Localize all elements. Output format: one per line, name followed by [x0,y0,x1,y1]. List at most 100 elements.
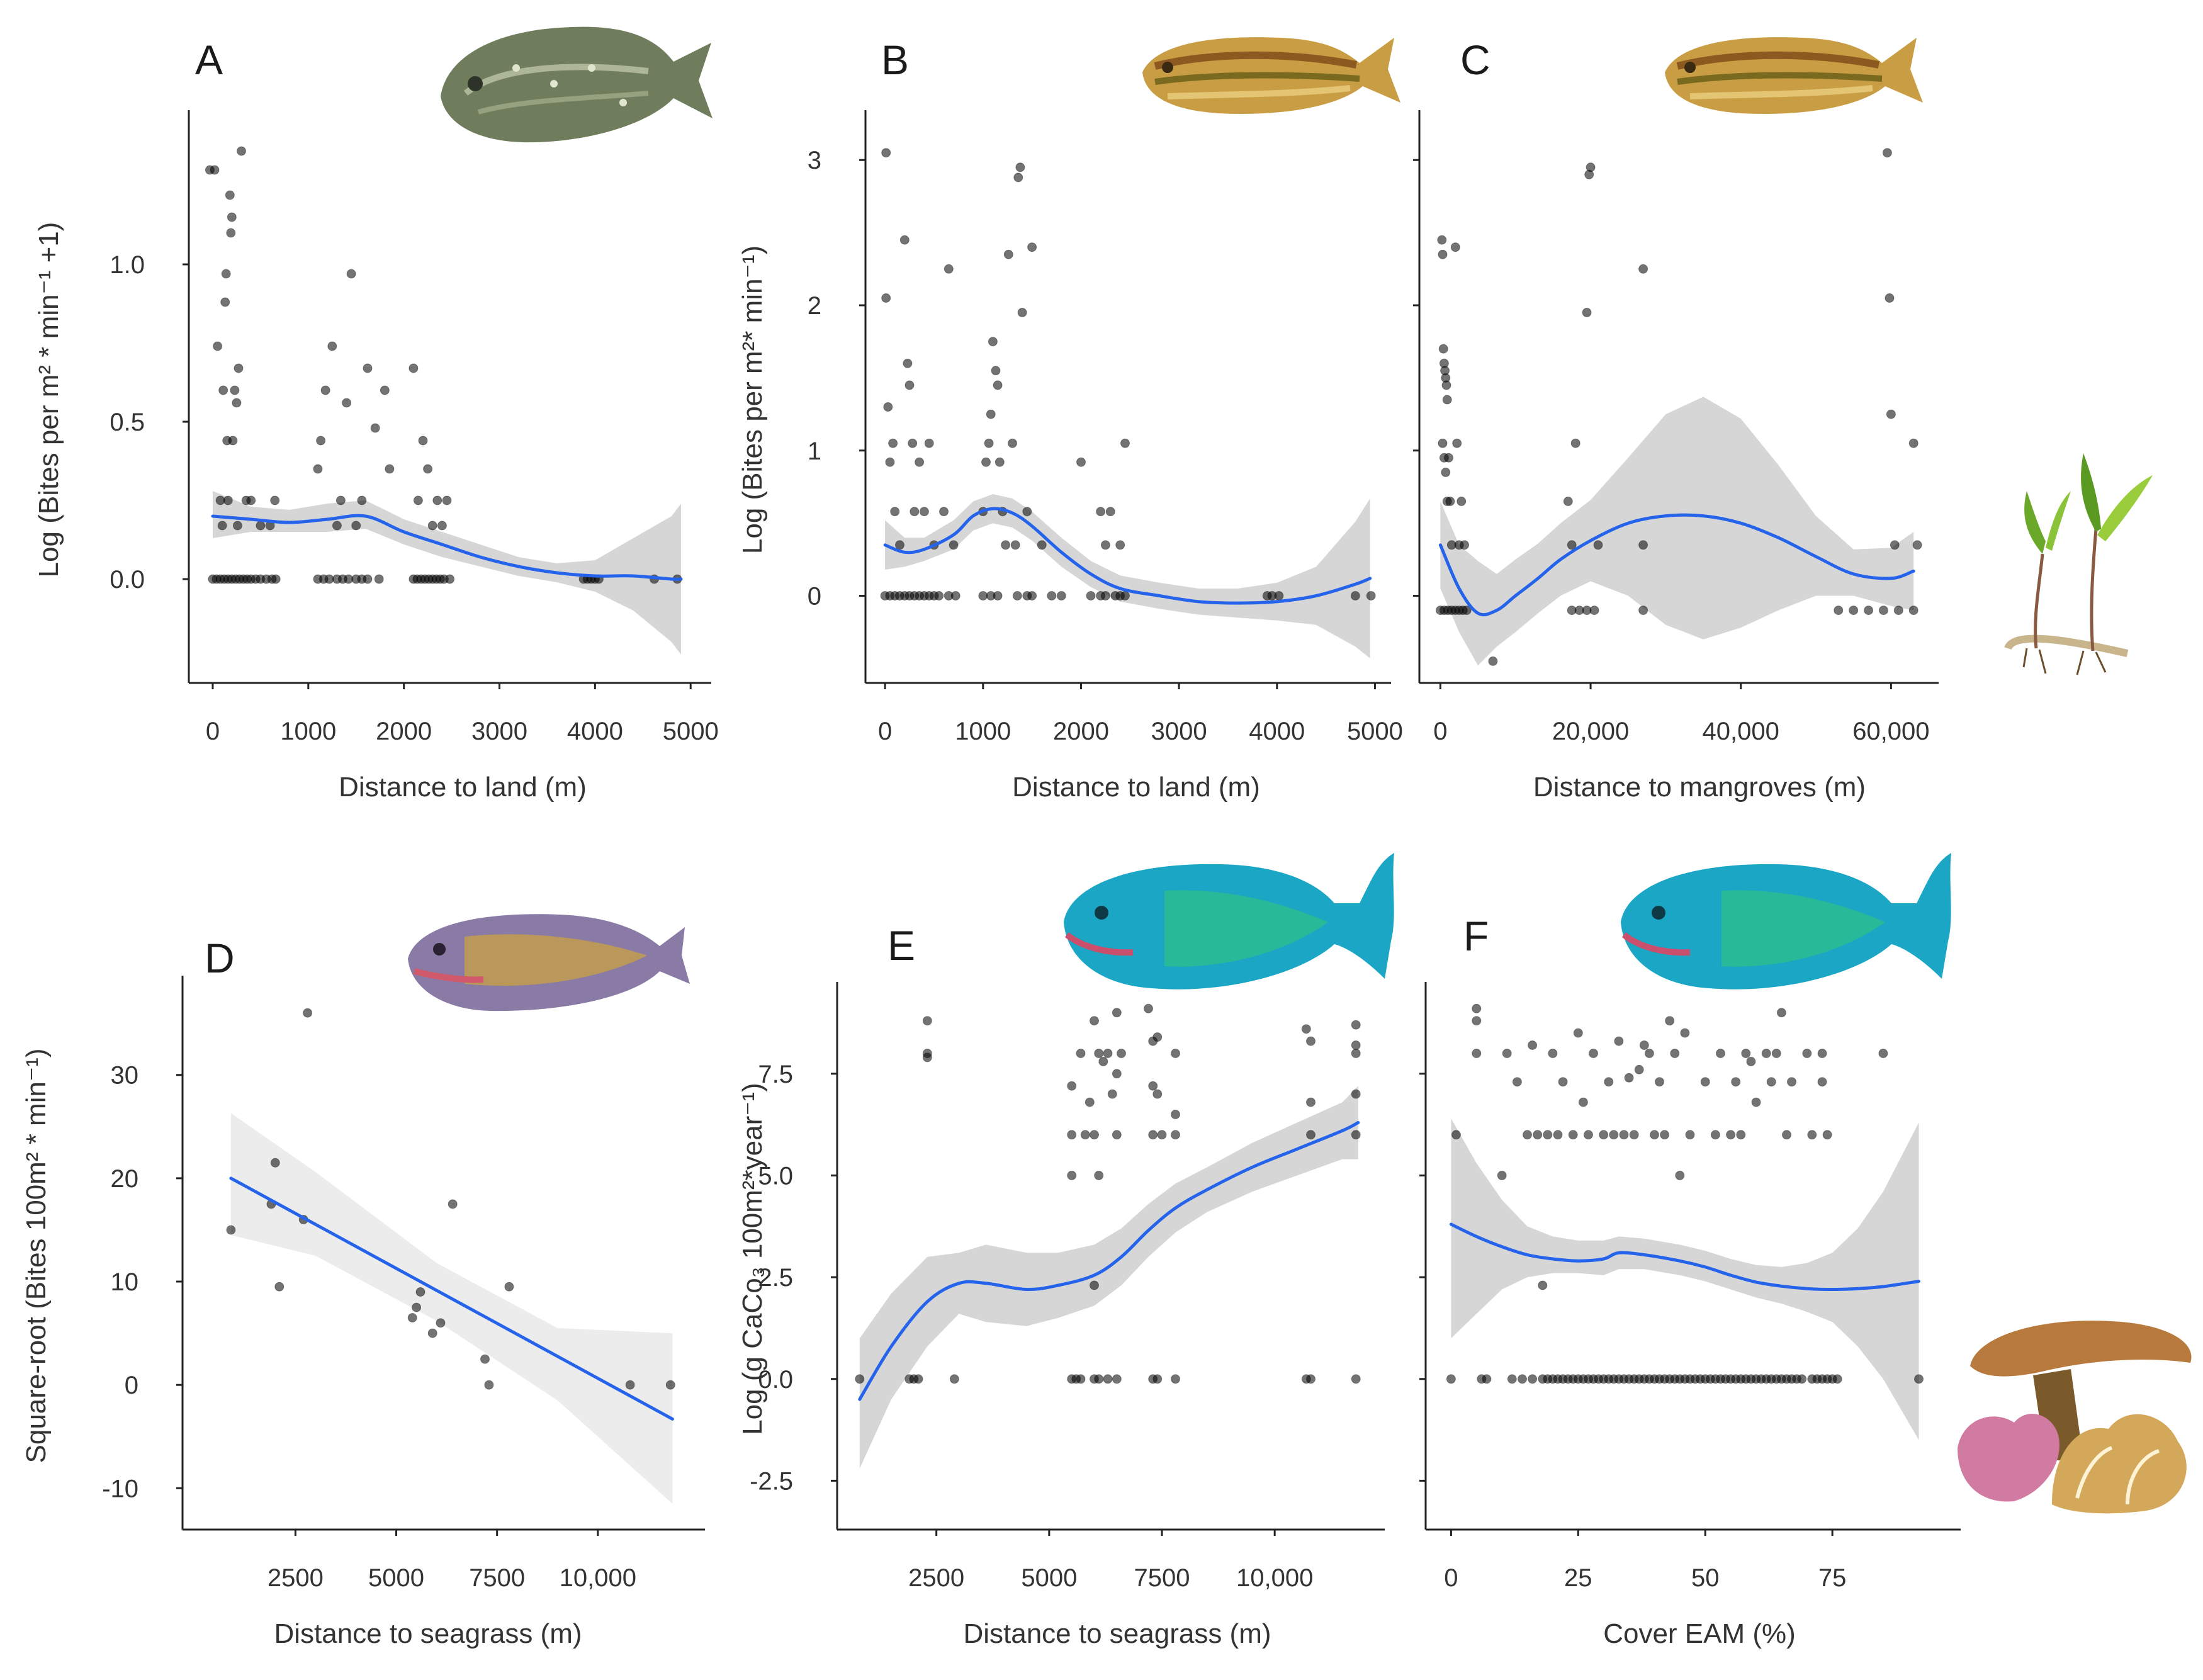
x-tick-label: 25 [1564,1564,1592,1592]
data-point [994,457,1005,467]
data-point [230,385,240,395]
data-point [1100,540,1110,550]
data-point [1817,1077,1827,1087]
data-point [1437,235,1447,245]
data-point [1027,591,1037,600]
data-point [1001,540,1011,550]
x-tick-label: 2000 [1053,718,1109,745]
data-point [1112,1374,1122,1384]
data-point [1152,1032,1163,1042]
data-point [950,591,961,600]
y-tick-label: 5.0 [758,1162,793,1190]
data-point [1619,1130,1629,1140]
data-point [1568,1130,1578,1140]
data-point [407,1313,417,1322]
data-point [1638,606,1648,616]
x-tick-label: 5000 [368,1564,424,1592]
data-point [1670,1049,1680,1058]
data-point [1096,507,1106,517]
data-point [1171,1374,1180,1384]
data-point [427,521,437,531]
data-point [1152,1374,1163,1384]
data-point [1908,606,1918,616]
data-point [1112,1008,1122,1018]
data-point [1766,1077,1776,1087]
data-point [220,297,230,307]
data-point [1301,1024,1311,1034]
data-point [1614,1036,1624,1046]
data-point [1538,1280,1548,1290]
blue-parrotfish-icon [1621,853,1951,989]
data-point [1650,1130,1659,1140]
panel-letter: A [195,37,223,83]
data-point [1834,606,1844,616]
data-point [934,591,944,600]
data-point [234,363,244,373]
data-point [1604,1077,1614,1087]
data-point [1864,606,1874,616]
data-point [944,264,954,274]
data-point [1067,1130,1077,1140]
confidence-band [230,1113,673,1504]
data-point [1022,507,1032,517]
speckled-fish-icon [441,26,713,143]
data-point [1094,1049,1104,1058]
data-point [855,1374,865,1384]
data-point [949,1374,959,1384]
data-point [1460,540,1470,550]
x-tick-label: 50 [1691,1564,1720,1592]
data-point [270,1158,280,1168]
data-point [1085,1097,1095,1107]
x-tick-label: 0 [878,718,892,745]
data-point [895,540,904,550]
data-point [1665,1016,1675,1026]
data-point [885,457,895,467]
data-point [442,495,452,505]
data-point [910,507,920,517]
data-point [1582,308,1592,317]
data-point [1599,1130,1609,1140]
data-point [1080,1130,1090,1140]
data-point [1438,344,1448,354]
data-point [380,385,390,395]
data-point [445,574,455,584]
seagrass-icon [2004,453,2153,675]
data-point [223,495,233,505]
data-point [1100,591,1110,600]
data-point [1771,1049,1781,1058]
x-tick-label: 75 [1818,1564,1847,1592]
data-point [1067,1081,1077,1091]
data-point [1586,162,1596,172]
x-tick-label: 4000 [1249,718,1305,745]
data-point [271,574,281,584]
x-axis-title: Distance to mangroves (m) [1533,772,1866,803]
data-point [1446,1374,1456,1384]
x-tick-label: 7500 [1134,1564,1190,1592]
data-point [993,591,1003,600]
data-point [228,436,238,446]
data-point [915,457,925,467]
data-point [1822,1130,1832,1140]
data-point [1076,457,1086,467]
data-point [363,363,373,373]
data-point [1685,1130,1695,1140]
data-point [1090,1016,1099,1026]
panel-letter: C [1460,37,1490,83]
data-point [1094,1170,1104,1180]
data-point [1589,606,1599,616]
data-point [1105,507,1115,517]
data-point [346,269,356,279]
data-point [1086,591,1096,600]
data-point [1120,591,1130,600]
data-point [218,385,228,395]
fit-line [211,514,683,581]
data-point [1090,1280,1099,1290]
data-point [418,436,428,446]
data-point [1148,1130,1158,1140]
panel-letter: F [1463,913,1489,959]
data-point [1914,1374,1924,1384]
y-tick-label: -10 [102,1475,138,1502]
panel-letter: E [887,922,915,969]
data-point [504,1282,514,1292]
data-point [1008,438,1017,448]
